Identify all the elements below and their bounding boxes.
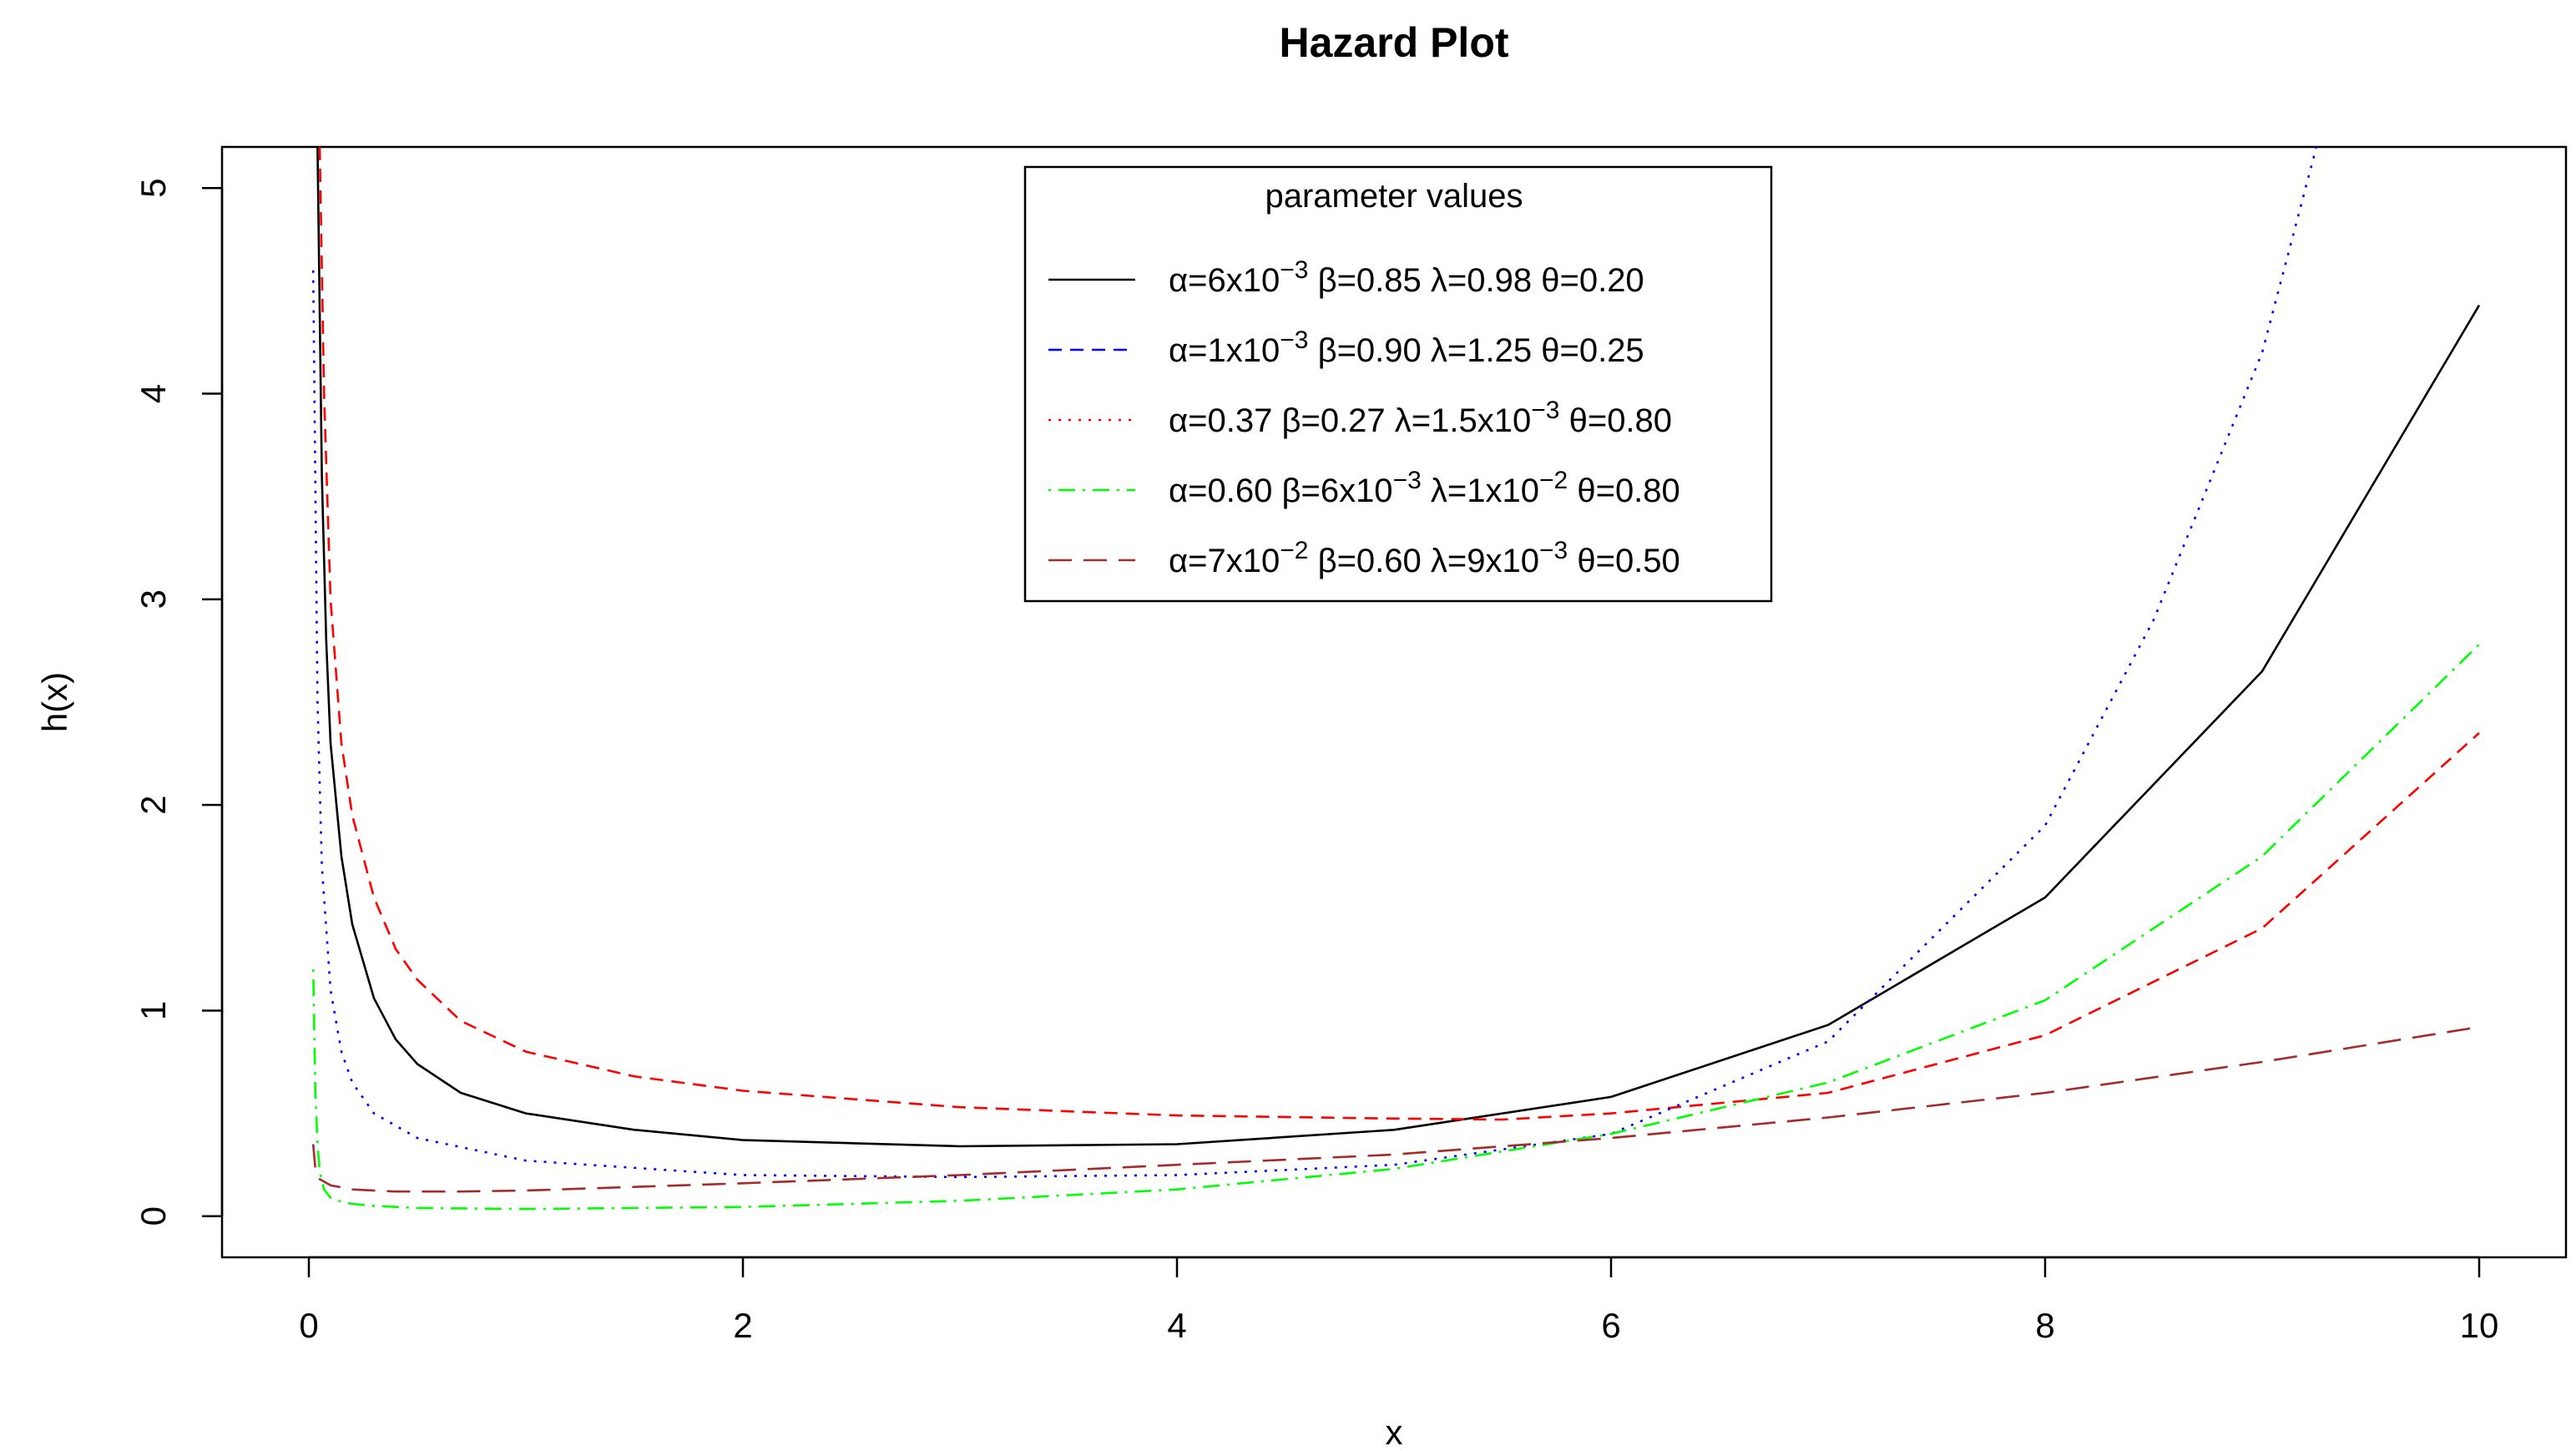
legend-entry-1: α=6x10−3 β=0.85 λ=0.98 θ=0.20 [1169, 256, 1644, 300]
y-tick-label: 0 [134, 1206, 173, 1226]
x-axis-label: x [1386, 1413, 1403, 1451]
y-axis-label: h(x) [35, 672, 74, 732]
x-axis: 0 2 4 6 8 10 [299, 1256, 2499, 1345]
legend-entries: α=6x10−3 β=0.85 λ=0.98 θ=0.20 α=1x10−3 β=… [1048, 256, 1680, 580]
x-tick-label: 4 [1167, 1306, 1186, 1345]
y-tick-label: 4 [134, 384, 173, 403]
legend-entry-5: α=7x10−2 β=0.60 λ=9x10−3 θ=0.50 [1169, 537, 1680, 580]
series-layer [311, 147, 2481, 1211]
legend-entry-2: α=1x10−3 β=0.90 λ=1.25 θ=0.25 [1169, 326, 1644, 370]
y-tick-label: 5 [134, 179, 173, 198]
y-tick-label: 2 [134, 795, 173, 814]
legend-entry-4: α=0.60 β=6x10−3 λ=1x10−2 θ=0.80 [1169, 467, 1680, 510]
legend-title: parameter values [1265, 178, 1523, 215]
x-tick-label: 8 [2035, 1306, 2054, 1345]
legend: parameter values α=6x10−3 β=0.85 λ=0.98 … [1023, 165, 1773, 603]
x-tick-label: 6 [1601, 1306, 1620, 1345]
legend-box [1023, 165, 1773, 603]
y-tick-label: 3 [134, 589, 173, 609]
legend-entry-3: α=0.37 β=0.27 λ=1.5x10−3 θ=0.80 [1169, 397, 1672, 440]
series-line-4 [311, 644, 2480, 1211]
x-tick-label: 10 [2460, 1306, 2499, 1345]
series-line-1 [316, 147, 2481, 1148]
y-axis: 0 1 2 3 4 5 [134, 179, 224, 1226]
y-tick-label: 1 [134, 1001, 173, 1020]
x-tick-label: 0 [299, 1306, 318, 1345]
chart-title: Hazard Plot [1279, 19, 1508, 66]
x-tick-label: 2 [733, 1306, 752, 1345]
series-line-5 [311, 1025, 2480, 1193]
